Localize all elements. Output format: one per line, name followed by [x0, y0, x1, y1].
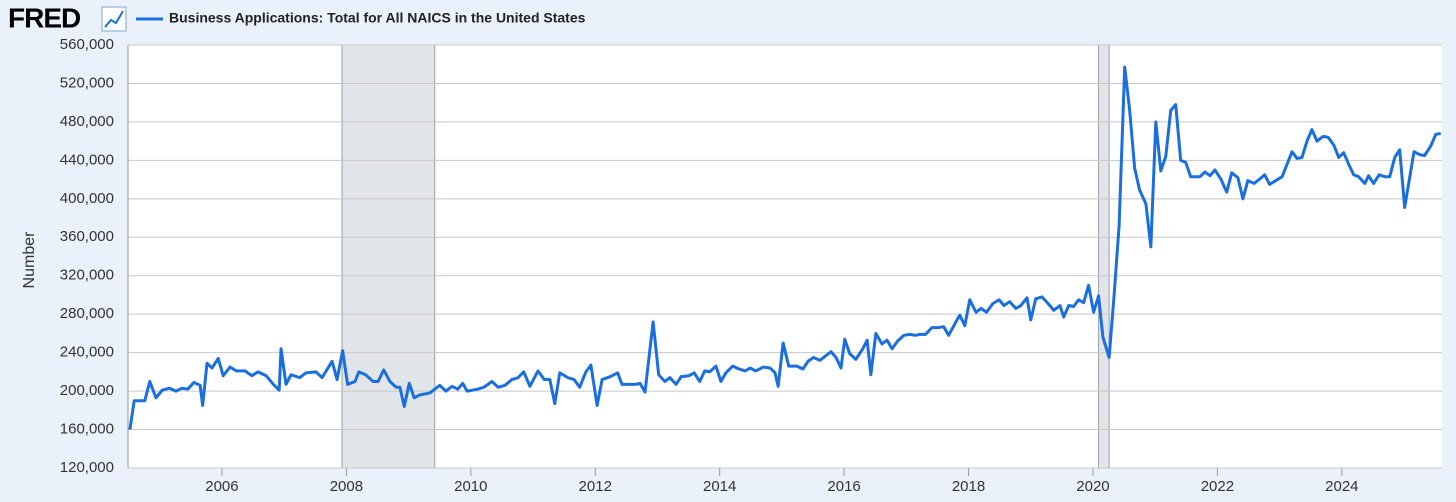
y-tick-label: 520,000 — [60, 74, 114, 91]
y-axis-label: Number — [21, 231, 38, 289]
x-tick-label: 2020 — [1076, 478, 1109, 495]
y-tick-label: 200,000 — [60, 382, 114, 399]
y-tick-label: 120,000 — [60, 459, 114, 476]
y-tick-label: 240,000 — [60, 344, 114, 361]
logo-icon — [101, 6, 127, 32]
x-tick-label: 2018 — [952, 478, 985, 495]
x-tick-label: 2008 — [330, 478, 363, 495]
x-tick-label: 2016 — [827, 478, 860, 495]
y-tick-label: 560,000 — [60, 36, 114, 53]
logo[interactable]: FRED — [8, 2, 82, 33]
y-tick-label: 400,000 — [60, 190, 114, 207]
y-tick-label: 280,000 — [60, 305, 114, 322]
y-tick-label: 360,000 — [60, 228, 114, 245]
x-tick-label: 2006 — [205, 478, 238, 495]
x-tick-label: 2012 — [579, 478, 612, 495]
legend-label: Business Applications: Total for All NAI… — [169, 10, 586, 26]
plot-area — [128, 45, 1442, 468]
x-tick-label: 2014 — [703, 478, 736, 495]
x-tick-label: 2022 — [1201, 478, 1234, 495]
y-tick-label: 160,000 — [60, 421, 114, 438]
data-line — [128, 65, 1442, 430]
recession-shade — [341, 44, 436, 469]
x-tick-label: 2024 — [1325, 478, 1358, 495]
y-tick-label: 480,000 — [60, 113, 114, 130]
y-tick-label: 320,000 — [60, 267, 114, 284]
x-tick-label: 2010 — [454, 478, 487, 495]
recession-shade — [1098, 44, 1110, 469]
y-tick-label: 440,000 — [60, 151, 114, 168]
